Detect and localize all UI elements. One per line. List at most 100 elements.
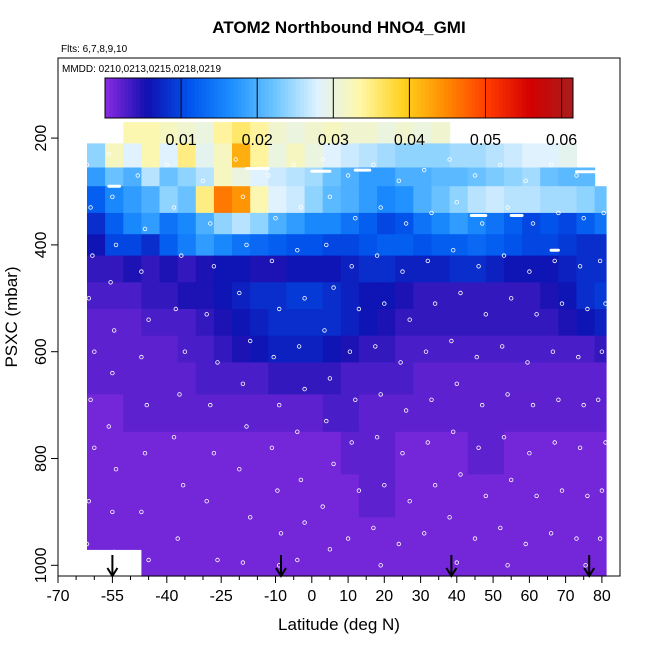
heat-cell — [141, 394, 161, 433]
heat-cell — [413, 549, 432, 577]
heat-cell — [522, 474, 541, 518]
sample-point — [327, 194, 333, 199]
heat-cell — [395, 362, 414, 395]
sample-point — [327, 376, 333, 381]
heat-cell — [449, 394, 469, 433]
sample-point — [556, 397, 561, 402]
heat-cell — [87, 474, 106, 518]
heat-cell — [159, 186, 179, 214]
heat-cell — [558, 362, 578, 395]
heat-cell — [177, 394, 197, 433]
sample-point — [177, 392, 182, 397]
heat-cell — [286, 517, 306, 550]
heat-cell — [213, 549, 233, 577]
heat-cell — [123, 309, 142, 337]
x-axis-label: Latitude (deg N) — [278, 615, 400, 634]
sample-point — [271, 354, 276, 360]
colorbar-segment — [385, 78, 391, 118]
heat-cell — [286, 362, 306, 395]
colorbar-tick-label: 0.03 — [318, 132, 349, 149]
heat-cell — [558, 186, 578, 214]
sample-point — [70, 483, 75, 488]
heat-cell — [105, 167, 124, 187]
heat-cell — [213, 234, 233, 257]
heat-cell — [177, 517, 197, 550]
heat-cell — [123, 394, 142, 433]
sample-point — [585, 306, 590, 312]
sample-point — [139, 269, 144, 274]
heat-cell — [358, 255, 378, 283]
heat-cell — [213, 186, 233, 214]
heat-cell — [449, 335, 469, 363]
sample-point — [110, 370, 115, 376]
heat-cell — [141, 122, 161, 145]
colorbar-segment — [292, 78, 297, 118]
sample-point — [432, 483, 438, 488]
colorbar-segment — [116, 78, 122, 118]
heat-cell — [358, 167, 378, 187]
y-tick-label: 400 — [33, 231, 50, 258]
heat-cell — [268, 517, 287, 550]
sample-point — [70, 221, 75, 226]
sample-point — [269, 258, 275, 264]
sample-point — [601, 210, 606, 216]
sample-point — [244, 424, 249, 429]
heat-cell — [195, 517, 215, 550]
sample-point — [66, 247, 72, 253]
heat-cell — [195, 186, 215, 214]
colorbar-segment — [296, 78, 301, 118]
sample-point — [585, 493, 590, 499]
heat-cell — [304, 474, 324, 518]
heat-cell — [558, 549, 578, 577]
heat-cell — [413, 474, 432, 518]
colorbar-segment — [537, 78, 543, 118]
heat-cell — [594, 186, 607, 214]
sample-point — [175, 536, 180, 541]
heat-cell — [304, 186, 324, 214]
heat-cell — [322, 335, 342, 363]
heat-cell — [286, 186, 306, 214]
sample-point — [171, 435, 177, 440]
heat-cell — [87, 143, 106, 168]
heat-cell — [322, 309, 342, 337]
colorbar-segment — [389, 78, 395, 118]
heat-cell — [195, 431, 215, 476]
colorbar-segment — [108, 78, 114, 118]
colorbar-segment — [323, 78, 328, 118]
heat-cell — [504, 394, 523, 433]
heat-cell — [159, 517, 179, 550]
sample-point — [501, 435, 507, 440]
heat-cell — [322, 234, 342, 257]
colorbar-segment — [186, 78, 192, 118]
heat-cell — [250, 517, 269, 550]
heat-cell — [105, 282, 124, 310]
sample-point — [577, 264, 583, 269]
sample-point — [425, 258, 430, 264]
sample-point — [400, 451, 405, 456]
x-tick-label: 30 — [412, 588, 430, 605]
heat-cell — [195, 122, 215, 145]
heat-cell — [159, 335, 179, 363]
sample-point — [498, 525, 503, 531]
sample-point — [211, 451, 217, 456]
heat-cell — [504, 517, 523, 550]
sample-point — [349, 264, 354, 269]
colorbar-segment — [506, 78, 512, 118]
sample-point — [534, 493, 539, 499]
heat-cell — [250, 186, 269, 214]
heat-cell — [213, 431, 233, 476]
x-axis: -70 -55 -40 -25 -10 0 10 20 30 40 50 60 70 80 — [46, 576, 611, 605]
heat-cell — [504, 234, 523, 257]
colorbar-segment — [370, 78, 375, 118]
heat-cell — [558, 474, 578, 518]
heat-cell — [358, 394, 378, 433]
colorbar-segment — [264, 78, 270, 118]
heat-cell — [322, 212, 342, 235]
heat-cell — [123, 255, 142, 283]
sample-point — [454, 560, 459, 565]
x-tick-label: 70 — [557, 588, 575, 605]
sample-point — [527, 269, 532, 274]
heat-cell — [467, 143, 487, 168]
heat-cell — [232, 394, 251, 433]
heat-cell — [159, 212, 179, 235]
